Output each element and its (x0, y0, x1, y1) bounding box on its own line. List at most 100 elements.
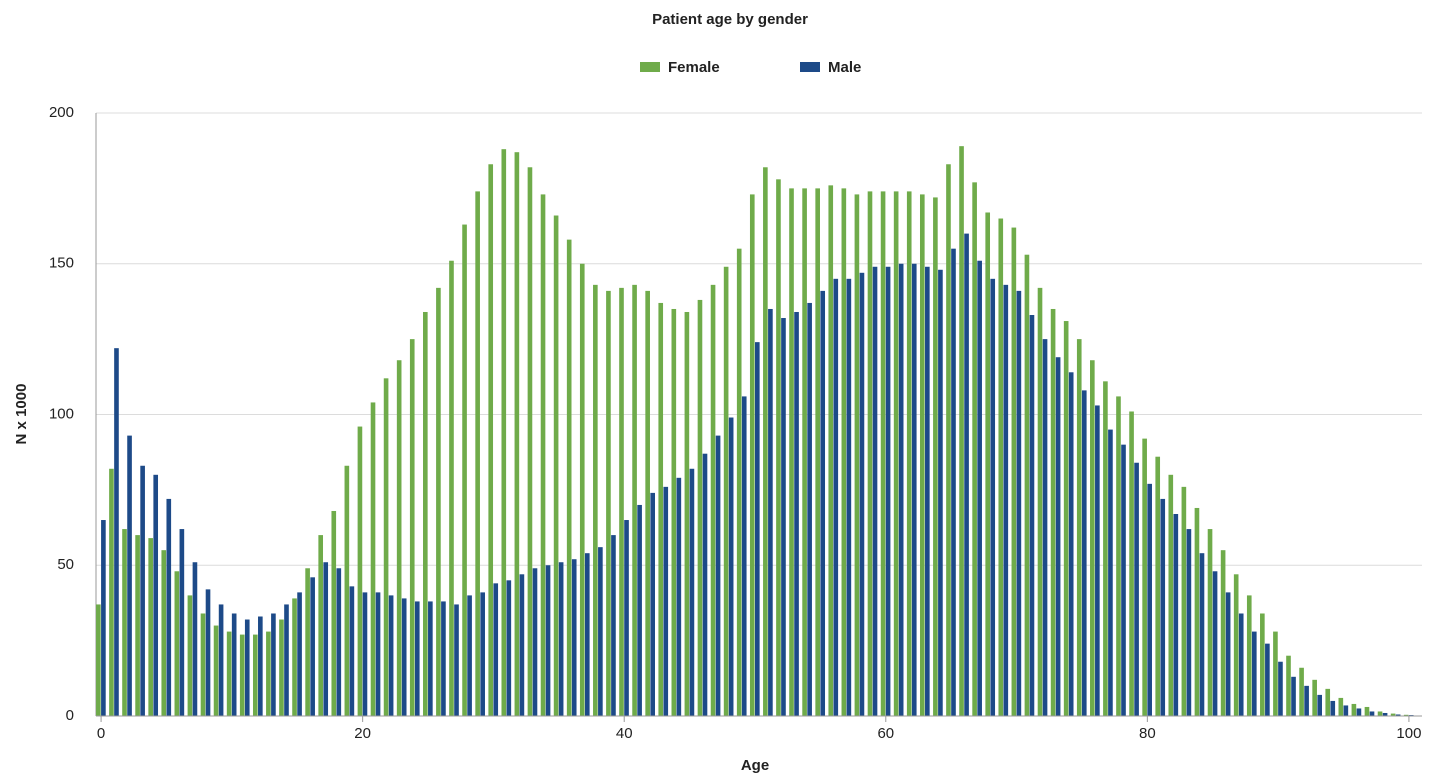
bar (101, 520, 106, 716)
bar (396, 360, 402, 716)
bar (161, 550, 167, 716)
bar (1063, 321, 1069, 716)
bar (127, 435, 132, 716)
bar (736, 248, 742, 717)
bar (841, 188, 847, 716)
x-tick-label: 40 (616, 725, 633, 742)
bar (833, 278, 839, 716)
bar (1134, 462, 1139, 716)
legend-swatch (800, 62, 820, 72)
bar (911, 263, 917, 716)
x-tick-label: 0 (97, 725, 105, 742)
bar (1364, 706, 1370, 716)
bar (244, 619, 250, 716)
bar (192, 562, 198, 716)
bar (1050, 308, 1056, 716)
bar (611, 535, 616, 716)
bar (919, 194, 925, 716)
bar (880, 191, 886, 716)
bar (331, 510, 337, 716)
bar (1116, 396, 1121, 716)
bar (370, 402, 376, 716)
bar (540, 194, 546, 716)
bar (702, 453, 708, 716)
bar (362, 592, 368, 716)
bar (1173, 513, 1179, 716)
bar (226, 631, 232, 716)
bar (344, 465, 350, 716)
bar (284, 604, 289, 716)
bar (1194, 507, 1200, 716)
bar (1168, 474, 1174, 716)
bar (1186, 529, 1192, 716)
bar (645, 290, 650, 716)
bar (624, 520, 629, 716)
bar (1278, 661, 1283, 716)
bar (271, 613, 276, 716)
bar (179, 529, 185, 716)
bar (977, 260, 982, 716)
bar (1382, 712, 1388, 716)
bar (122, 529, 127, 716)
bar (218, 604, 224, 716)
bar (925, 266, 930, 716)
bar (741, 396, 747, 716)
bar (1246, 595, 1252, 716)
bar (1212, 571, 1218, 716)
bar (96, 604, 101, 716)
bar (1103, 381, 1108, 716)
bar (558, 562, 564, 716)
bar (1265, 643, 1270, 716)
bar (279, 619, 284, 716)
bar (1330, 700, 1336, 716)
bar (807, 302, 812, 716)
bar (898, 263, 904, 716)
bar (1312, 679, 1317, 716)
bar (388, 595, 394, 716)
bar (1160, 498, 1166, 716)
x-axis-label: Age (741, 757, 769, 774)
bar (972, 182, 977, 717)
bar (231, 613, 237, 716)
bar (1121, 444, 1126, 716)
bar (1356, 708, 1362, 716)
bar (1317, 694, 1323, 716)
bar (1024, 254, 1030, 716)
bar (1207, 529, 1213, 716)
chart-title: Patient age by gender (652, 11, 808, 28)
bar (768, 308, 773, 716)
bar (475, 191, 480, 716)
bar (579, 263, 585, 716)
bar (1286, 655, 1291, 716)
bar (532, 568, 538, 716)
bar (357, 426, 363, 716)
bar (985, 212, 991, 716)
bar (676, 477, 682, 716)
bar (1325, 688, 1331, 716)
bar (140, 465, 145, 716)
bar (493, 583, 499, 716)
bar (1225, 592, 1231, 716)
bar (571, 559, 577, 716)
bar (239, 634, 245, 716)
bar (637, 504, 642, 716)
y-tick-label: 150 (49, 255, 74, 272)
bar (820, 290, 826, 716)
bar (1343, 705, 1349, 716)
bar (323, 562, 329, 716)
bar (728, 417, 734, 716)
y-tick-label: 50 (57, 556, 74, 573)
bar (153, 474, 159, 716)
bar (1068, 372, 1074, 716)
bar (506, 580, 512, 716)
bar (501, 149, 507, 716)
bar (802, 188, 807, 716)
bar (1129, 411, 1134, 716)
bar (1055, 357, 1061, 716)
bar (467, 595, 472, 716)
bar (414, 601, 420, 716)
bar (593, 284, 598, 716)
bar (566, 239, 572, 716)
bar (166, 498, 172, 716)
